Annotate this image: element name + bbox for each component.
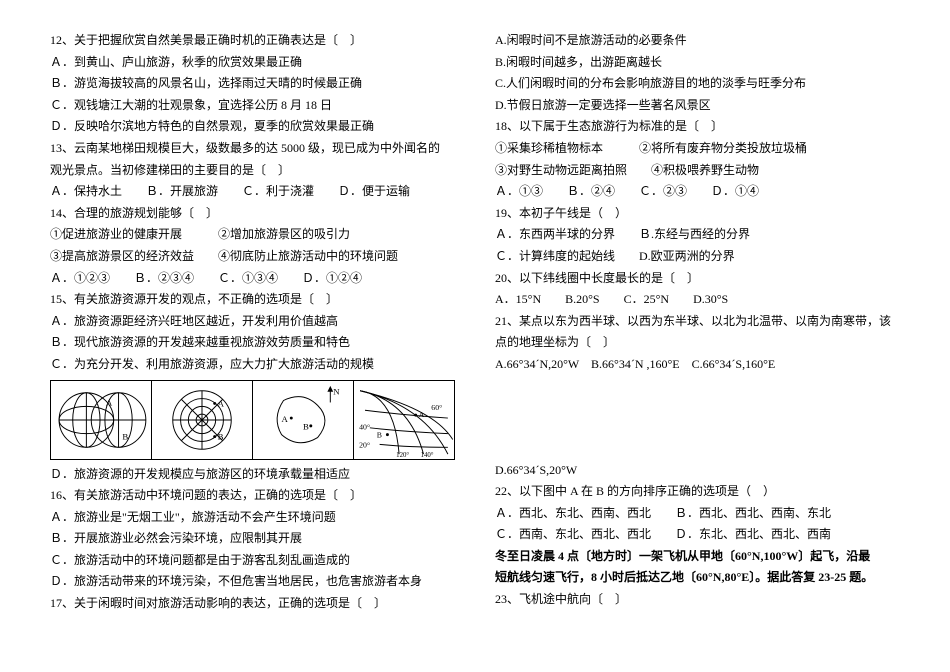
q19: 19、本初子午线是（ ） <box>495 203 900 225</box>
q16-c: Ｃ．旅游活动中的环境问题都是由于游客乱刻乱画造成的 <box>50 550 455 572</box>
q12-c: Ｃ．观钱塘江大潮的壮观景象，宜选择公历 8 月 18 日 <box>50 95 455 117</box>
lat40: 40° <box>359 422 370 431</box>
q14-l1: ①促进旅游业的健康开展 ②增加旅游景区的吸引力 <box>50 224 455 246</box>
label-a3: A <box>282 413 289 423</box>
q17-b: B.闲暇时间越多，出游距离越长 <box>495 52 900 74</box>
q15-d: Ｄ．旅游资源的开发规模应与旅游区的环境承载量相适应 <box>50 464 455 486</box>
q14-opts: Ａ．①②③ Ｂ．②③④ Ｃ．①③④ Ｄ．①②④ <box>50 268 455 290</box>
q23-l1: 冬至日凌晨 4 点〔地方时〕一架飞机从甲地〔60°N,100°W〕起飞，沿最 <box>495 546 900 568</box>
label-a: A <box>106 397 113 407</box>
q21-l2: 点的地理坐标为〔 〕 <box>495 332 900 354</box>
q14: 14、合理的旅游规划能够〔 〕 <box>50 203 455 225</box>
page-root: 12、关于把握欣赏自然美景最正确时机的正确表达是〔 〕 Ａ．到黄山、庐山旅游，秋… <box>0 0 950 672</box>
label-a4: A <box>419 410 425 419</box>
label-b: B <box>122 431 128 441</box>
q23: 23、飞机途中航向〔 〕 <box>495 589 900 611</box>
q16: 16、有关旅游活动中环境问题的表达，正确的选项是〔 〕 <box>50 485 455 507</box>
right-column: A.闲暇时间不是旅游活动的必要条件 B.闲暇时间越多，出游距离越长 C.人们闲暇… <box>495 30 900 642</box>
q13-l1: 13、云南某地梯田规模巨大，级数最多的达 5000 级，现已成为中外闻名的 <box>50 138 455 160</box>
q13-l2: 观光景点。当初修建梯田的主要目的是〔 〕 <box>50 160 455 182</box>
q17: 17、关于闲暇时间对旅游活动影响的表达，正确的选项是〔 〕 <box>50 593 455 615</box>
q15-a: Ａ．旅游资源距经济兴旺地区越近，开发利用价值越高 <box>50 311 455 333</box>
diagram-panel-2: A B <box>152 381 253 459</box>
label-b4: B <box>377 430 382 439</box>
q22-b: Ｃ．西南、东北、西北、西北 Ｄ．东北、西北、西北、西南 <box>495 524 900 546</box>
q18-l1: ①采集珍稀植物标本 ②将所有废弃物分类投放垃圾桶 <box>495 138 900 160</box>
q22: 22、以下图中 A 在 B 的方向排序正确的选项是（ ） <box>495 481 900 503</box>
label-n: N <box>333 386 340 396</box>
q19-l1: Ａ．东西两半球的分界 Ｂ.东经与西经的分界 <box>495 224 900 246</box>
q20-opts: A．15°N B.20°S C．25°N D.30°S <box>495 289 900 311</box>
q22-a: Ａ．西北、东北、西南、西北 Ｂ．西北、西北、西南、东北 <box>495 503 900 525</box>
q18-l2: ③对野生动物远距离拍照 ④积极喂养野生动物 <box>495 160 900 182</box>
q13-opts: Ａ．保持水土 Ｂ．开展旅游 Ｃ．利于浇灌 Ｄ．便于运输 <box>50 181 455 203</box>
q16-d: Ｄ．旅游活动带来的环境污染，不但危害当地居民，也危害旅游者本身 <box>50 571 455 593</box>
q12: 12、关于把握欣赏自然美景最正确时机的正确表达是〔 〕 <box>50 30 455 52</box>
q20: 20、以下纬线圈中长度最长的是〔 〕 <box>495 268 900 290</box>
q21-l1: 21、某点以东为西半球、以西为东半球、以北为北温带、以南为南寒带，该 <box>495 311 900 333</box>
q12-b: Ｂ．游览海拔较高的风景名山，选择雨过天晴的时候最正确 <box>50 73 455 95</box>
q16-a: Ａ．旅游业是"无烟工业"，旅游活动不会产生环境问题 <box>50 507 455 529</box>
left-column: 12、关于把握欣赏自然美景最正确时机的正确表达是〔 〕 Ａ．到黄山、庐山旅游，秋… <box>50 30 455 642</box>
q16-b: Ｂ．开展旅游业必然会污染环境，应限制其开展 <box>50 528 455 550</box>
q18: 18、以下属于生态旅游行为标准的是〔 〕 <box>495 116 900 138</box>
q14-l2: ③提高旅游景区的经济效益 ④彻底防止旅游活动中的环境问题 <box>50 246 455 268</box>
q15: 15、有关旅游资源开发的观点，不正确的选项是〔 〕 <box>50 289 455 311</box>
q21-opts: A.66°34´N,20°W B.66°34´N ,160°E C.66°34´… <box>495 354 900 376</box>
q18-opts: Ａ．①③ Ｂ．②④ Ｃ．②③ Ｄ．①④ <box>495 181 900 203</box>
q17-d: D.节假日旅游一定要选择一些著名风景区 <box>495 95 900 117</box>
lon120: 120° <box>396 452 409 459</box>
diagram-panel-1: A B <box>51 381 152 459</box>
label-b2: B <box>218 431 224 441</box>
diagram-strip: A B A B <box>50 380 455 460</box>
q23-l2: 短航线匀速飞行，8 小时后抵达乙地〔60°N,80°E〕。据此答复 23-25 … <box>495 567 900 589</box>
label-a2: A <box>218 398 225 408</box>
lat60: 60° <box>431 403 442 412</box>
lat20: 20° <box>359 440 370 449</box>
q12-d: Ｄ．反映哈尔滨地方特色的自然景观，夏季的欣赏效果最正确 <box>50 116 455 138</box>
q12-a: Ａ．到黄山、庐山旅游，秋季的欣赏效果最正确 <box>50 52 455 74</box>
q17-a: A.闲暇时间不是旅游活动的必要条件 <box>495 30 900 52</box>
q17-c: C.人们闲暇时间的分布会影响旅游目的地的淡季与旺季分布 <box>495 73 900 95</box>
q21-d: D.66°34´S,20°W <box>495 460 900 482</box>
q19-l2: Ｃ．计算纬度的起始线 D.欧亚两洲的分界 <box>495 246 900 268</box>
spacer <box>495 376 900 460</box>
diagram-panel-4: 60° A B 40° 20° 120° 140° <box>354 381 454 459</box>
lon140: 140° <box>421 452 434 459</box>
diagram-panel-3: A B N <box>253 381 354 459</box>
q15-b: Ｂ．现代旅游资源的开发越来越重视旅游效劳质量和特色 <box>50 332 455 354</box>
q15-c: Ｃ．为充分开发、利用旅游资源，应大力扩大旅游活动的规模 <box>50 354 455 376</box>
label-b3: B <box>303 421 309 431</box>
